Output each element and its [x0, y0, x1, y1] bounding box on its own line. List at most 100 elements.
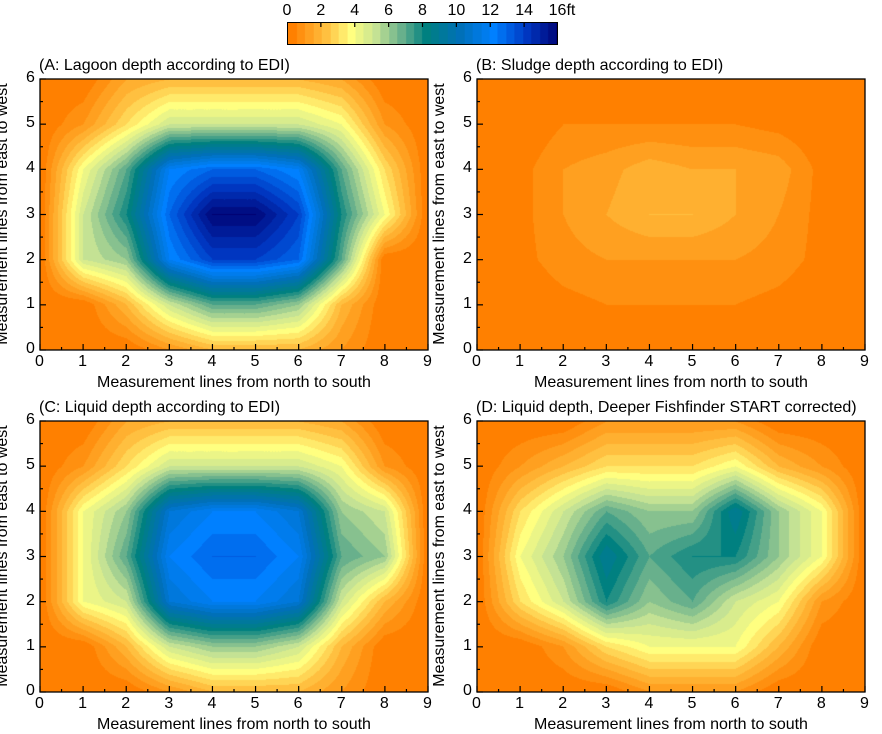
y-axis-label: Measurement lines from east to west [0, 83, 11, 345]
data-point [562, 465, 564, 467]
data-point [125, 123, 127, 125]
y-tick-label: 5 [463, 456, 472, 474]
axes [39, 78, 429, 351]
x-tick-label: 6 [293, 695, 303, 712]
contour-fill [477, 421, 865, 692]
x-tick-label: 2 [558, 695, 568, 712]
colorbar-tick-label: 16ft [548, 2, 576, 19]
y-axis-label: Measurement lines from east to west [431, 425, 448, 687]
data-point [298, 259, 300, 261]
y-tick-label: 0 [26, 682, 35, 699]
data-point [519, 646, 521, 648]
y-tick-label: 2 [463, 249, 472, 267]
data-point [735, 304, 737, 306]
panel-title: (D: Liquid depth, Deeper Fishfinder STAR… [476, 399, 857, 416]
y-tick-label: 2 [463, 591, 472, 609]
data-point [82, 646, 84, 648]
x-tick-label: 4 [207, 353, 217, 370]
plot-frame [476, 420, 866, 693]
data-point [519, 510, 521, 512]
y-tick-label: 0 [463, 682, 472, 699]
y-tick-label: 1 [26, 636, 35, 654]
data-point [341, 168, 343, 170]
x-tick-label: 9 [860, 353, 869, 370]
x-tick-label: 6 [730, 353, 740, 370]
x-tick-label: 9 [423, 695, 432, 712]
data-point [211, 510, 213, 512]
data-point [821, 556, 823, 558]
x-tick-label: 4 [644, 353, 654, 370]
data-point [298, 168, 300, 170]
data-point [821, 646, 823, 648]
data-point [692, 214, 694, 216]
data-point [648, 304, 650, 306]
x-tick-label: 5 [250, 353, 260, 370]
data-point [298, 646, 300, 648]
x-tick-label: 3 [164, 353, 174, 370]
x-tick-label: 2 [121, 695, 131, 712]
data-point [255, 556, 257, 558]
x-tick-label: 4 [207, 695, 217, 712]
data-point [735, 556, 737, 558]
x-axis-label: Measurement lines from north to south [534, 374, 808, 391]
y-tick-label: 4 [26, 159, 35, 177]
colorbar-tick-label: 10 [447, 2, 466, 19]
data-point [384, 304, 386, 306]
data-point [778, 259, 780, 261]
data-point [692, 601, 694, 603]
x-tick-label: 0 [35, 695, 44, 712]
colorbar-ticks [287, 22, 558, 27]
panel-b-sludge-depth: (B: Sludge depth according to EDI) Measur… [431, 57, 869, 391]
data-point [341, 304, 343, 306]
y-tick-label: 2 [26, 591, 35, 609]
data-point [562, 601, 564, 603]
x-tick-label: 5 [687, 353, 697, 370]
data-point [168, 601, 170, 603]
colorbar-tick-label: 0 [282, 2, 292, 19]
data-point [821, 601, 823, 603]
data-point [125, 646, 127, 648]
y-tick-label: 5 [463, 114, 472, 132]
data-point [384, 123, 386, 125]
data-point [298, 465, 300, 467]
data-point [211, 465, 213, 467]
y-tick-label: 6 [26, 411, 35, 428]
data-point [821, 168, 823, 170]
data-point [692, 168, 694, 170]
colorbar-labels: 0 2 4 6 8 10 12 14 16ft [283, 0, 576, 22]
x-tick-label: 6 [293, 353, 303, 370]
data-point [778, 168, 780, 170]
data-point [341, 601, 343, 603]
x-tick-label: 0 [472, 695, 481, 712]
data-point [605, 304, 607, 306]
colorbar-tick-label: 4 [350, 2, 360, 19]
panel-title: (C: Liquid depth according to EDI) [39, 399, 281, 416]
y-axis-label: Measurement lines from east to west [0, 425, 11, 687]
data-point [211, 259, 213, 261]
data-point [735, 465, 737, 467]
x-tick-label: 7 [336, 353, 346, 370]
panel-d-liquid-depth-fishfinder: (D: Liquid depth, Deeper Fishfinder STAR… [431, 399, 869, 733]
data-point [648, 510, 650, 512]
contour-fill [477, 79, 865, 350]
data-point [255, 304, 257, 306]
y-tick-label: 3 [26, 546, 35, 564]
data-point [384, 556, 386, 558]
panel-a-lagoon-depth: (A: Lagoon depth according to EDI) Measur… [0, 57, 432, 391]
data-point [168, 510, 170, 512]
y-tick-label: 3 [463, 546, 472, 564]
data-point [341, 646, 343, 648]
data-point [821, 510, 823, 512]
data-point [168, 214, 170, 216]
x-tick-label: 7 [773, 353, 783, 370]
panel-title: (B: Sludge depth according to EDI) [476, 57, 724, 74]
data-point [125, 556, 127, 558]
data-point [519, 168, 521, 170]
data-point [778, 556, 780, 558]
colorbar-tick-label: 6 [384, 2, 394, 19]
y-tick-label: 6 [463, 411, 472, 428]
x-tick-label: 2 [558, 353, 568, 370]
x-tick-label: 0 [472, 353, 481, 370]
data-point [692, 646, 694, 648]
colorbar-tick-label: 2 [316, 2, 326, 19]
